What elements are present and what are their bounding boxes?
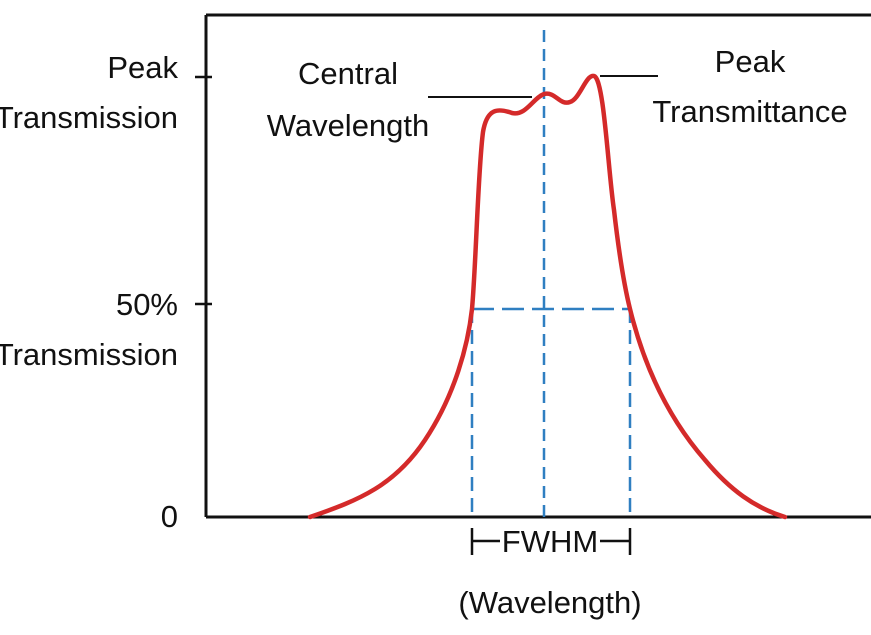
y-label-peak-line1: Peak — [107, 50, 178, 85]
guide-lines — [470, 30, 632, 517]
y-label-peak-line2: Transmission — [0, 100, 178, 135]
peak-transmittance-label-line2: Transmittance — [652, 94, 847, 129]
fwhm-bracket — [470, 528, 632, 555]
central-wavelength-label-line2: Wavelength — [267, 108, 430, 143]
y-label-zero: 0 — [161, 499, 178, 534]
y-labels: Peak Transmission 50% Transmission 0 — [0, 50, 178, 534]
annotation-leaders — [428, 75, 658, 98]
x-labels: FWHM (Wavelength) — [458, 524, 641, 620]
annotations: Central Wavelength Peak Transmittance — [267, 44, 848, 143]
y-ticks — [195, 75, 212, 306]
y-label-half-line2: Transmission — [0, 337, 178, 372]
y-label-half-line1: 50% — [116, 287, 178, 322]
transmission-curve — [307, 73, 788, 520]
wavelength-label: (Wavelength) — [458, 585, 641, 620]
central-wavelength-label-line1: Central — [298, 56, 398, 91]
peak-transmittance-label-line1: Peak — [715, 44, 786, 79]
fwhm-label: FWHM — [502, 524, 598, 559]
